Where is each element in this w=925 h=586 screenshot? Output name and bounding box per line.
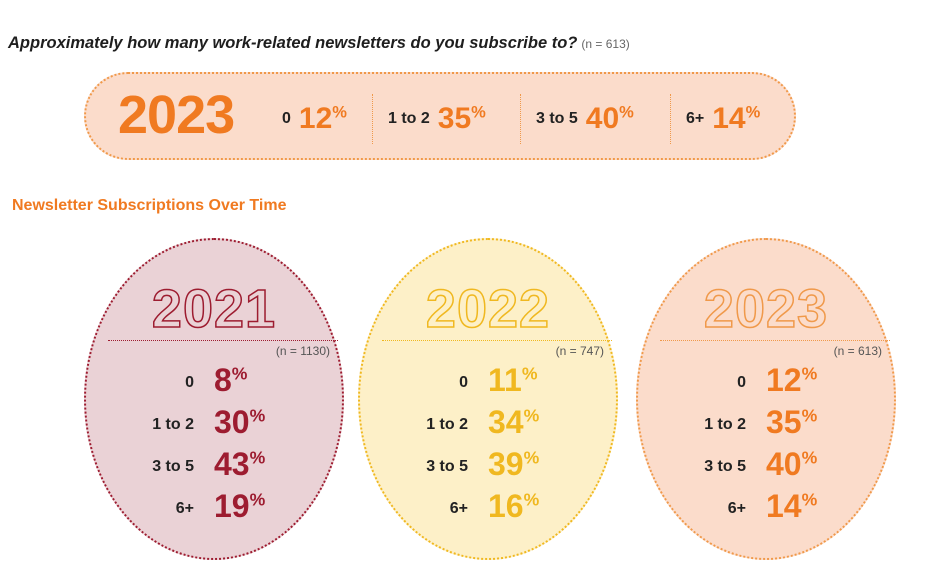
data-value-unit: % bbox=[231, 363, 248, 384]
data-value-number: 12 bbox=[766, 362, 802, 398]
row-label: 3 to 5 bbox=[426, 458, 468, 475]
data-value-unit: % bbox=[801, 489, 818, 510]
data-value-number: 30 bbox=[214, 404, 250, 440]
year-circle-2022: 2022 (n = 747) 0 11% 1 to 2 34% 3 to 5 39% 6+ 1… bbox=[358, 238, 618, 560]
data-value-unit: % bbox=[249, 489, 266, 510]
row-label: 1 to 2 bbox=[152, 416, 194, 433]
data-value-label: 35% bbox=[766, 406, 817, 438]
data-value-unit: % bbox=[249, 405, 266, 426]
banner-item-1-to-2: 1 to 2 35% bbox=[388, 94, 486, 144]
data-value-label: 39% bbox=[488, 448, 539, 480]
question-text: Approximately how many work-related news… bbox=[8, 34, 578, 52]
row-label: 6+ bbox=[449, 500, 468, 517]
row-label: 0 bbox=[185, 374, 194, 391]
data-row: 0 8% bbox=[86, 358, 342, 398]
data-row: 3 to 5 40% bbox=[638, 442, 894, 482]
banner-item-label: 6+ bbox=[686, 110, 705, 127]
data-row: 3 to 5 39% bbox=[360, 442, 616, 482]
data-value-number: 39 bbox=[488, 446, 524, 482]
data-value-unit: % bbox=[523, 405, 540, 426]
circle-divider bbox=[660, 340, 890, 341]
data-value-label: 16% bbox=[488, 490, 539, 522]
data-value-number: 34 bbox=[488, 404, 524, 440]
year-circle-2021: 2021 (n = 1130) 0 8% 1 to 2 30% 3 to 5 43% 6+ 1… bbox=[84, 238, 344, 560]
data-value-label: 19% bbox=[214, 490, 265, 522]
data-value-label: 30% bbox=[214, 406, 265, 438]
data-row: 0 12% bbox=[638, 358, 894, 398]
summary-banner-2023: 2023 0 12% 1 to 2 35% 3 to 5 40% 6+ 14% bbox=[84, 72, 796, 160]
row-label: 6+ bbox=[175, 500, 194, 517]
data-value-unit: % bbox=[801, 447, 818, 468]
banner-divider bbox=[372, 94, 373, 144]
row-label: 3 to 5 bbox=[152, 458, 194, 475]
data-row: 6+ 19% bbox=[86, 484, 342, 524]
data-row: 1 to 2 30% bbox=[86, 400, 342, 440]
question-sample-size: (n = 613) bbox=[581, 37, 630, 51]
data-row: 1 to 2 34% bbox=[360, 400, 616, 440]
circle-sample-size: (n = 613) bbox=[833, 344, 882, 358]
data-value-unit: % bbox=[249, 447, 266, 468]
circle-divider bbox=[108, 340, 338, 341]
circle-year: 2022 bbox=[425, 279, 551, 339]
data-value-label: 11% bbox=[488, 364, 537, 396]
banner-item-0: 0 12% bbox=[282, 94, 347, 144]
banner-item-6-plus: 6+ 14% bbox=[686, 94, 760, 144]
question-title: Approximately how many work-related news… bbox=[8, 34, 630, 53]
data-value-label: 14% bbox=[766, 490, 817, 522]
data-value-number: 43 bbox=[214, 446, 250, 482]
year-circle-2023: 2023 (n = 613) 0 12% 1 to 2 35% 3 to 5 40% 6+ 1… bbox=[636, 238, 896, 560]
circle-year: 2023 bbox=[703, 279, 829, 339]
banner-item-value: 35% bbox=[437, 102, 486, 135]
banner-item-3-to-5: 3 to 5 40% bbox=[536, 94, 634, 144]
banner-item-label: 1 to 2 bbox=[388, 110, 430, 127]
data-value-unit: % bbox=[523, 447, 540, 468]
data-row: 6+ 14% bbox=[638, 484, 894, 524]
data-value-unit: % bbox=[523, 489, 540, 510]
circle-sample-size: (n = 1130) bbox=[275, 344, 330, 358]
data-value-unit: % bbox=[801, 405, 818, 426]
data-value-unit: % bbox=[801, 363, 818, 384]
circle-year: 2021 bbox=[151, 279, 277, 339]
data-row: 0 11% bbox=[360, 358, 616, 398]
banner-item-label: 3 to 5 bbox=[536, 110, 578, 127]
data-value-label: 40% bbox=[766, 448, 817, 480]
data-value-number: 35 bbox=[766, 404, 802, 440]
data-value-number: 40 bbox=[766, 446, 802, 482]
banner-item-value: 14% bbox=[712, 102, 761, 135]
row-label: 0 bbox=[737, 374, 746, 391]
data-value-number: 8 bbox=[214, 362, 232, 398]
data-value-number: 14 bbox=[766, 488, 802, 524]
banner-year: 2023 bbox=[118, 85, 235, 145]
circle-sample-size: (n = 747) bbox=[555, 344, 604, 358]
row-label: 3 to 5 bbox=[704, 458, 746, 475]
banner-item-value: 12% bbox=[298, 102, 347, 135]
data-value-number: 16 bbox=[488, 488, 524, 524]
data-row: 1 to 2 35% bbox=[638, 400, 894, 440]
data-value-label: 8% bbox=[214, 364, 247, 396]
data-row: 3 to 5 43% bbox=[86, 442, 342, 482]
data-value-number: 19 bbox=[214, 488, 250, 524]
banner-item-label: 0 bbox=[282, 110, 291, 127]
chart-subtitle: Newsletter Subscriptions Over Time bbox=[12, 197, 287, 214]
data-value-unit: % bbox=[521, 363, 538, 384]
data-value-label: 12% bbox=[766, 364, 817, 396]
data-value-number: 11 bbox=[488, 362, 522, 398]
data-value-label: 43% bbox=[214, 448, 265, 480]
row-label: 0 bbox=[459, 374, 468, 391]
row-label: 1 to 2 bbox=[704, 416, 746, 433]
row-label: 6+ bbox=[727, 500, 746, 517]
banner-item-value: 40% bbox=[585, 102, 634, 135]
data-value-label: 34% bbox=[488, 406, 539, 438]
banner-divider bbox=[670, 94, 671, 144]
circle-divider bbox=[382, 340, 612, 341]
banner-divider bbox=[520, 94, 521, 144]
data-row: 6+ 16% bbox=[360, 484, 616, 524]
row-label: 1 to 2 bbox=[426, 416, 468, 433]
banner-background bbox=[90, 78, 790, 154]
